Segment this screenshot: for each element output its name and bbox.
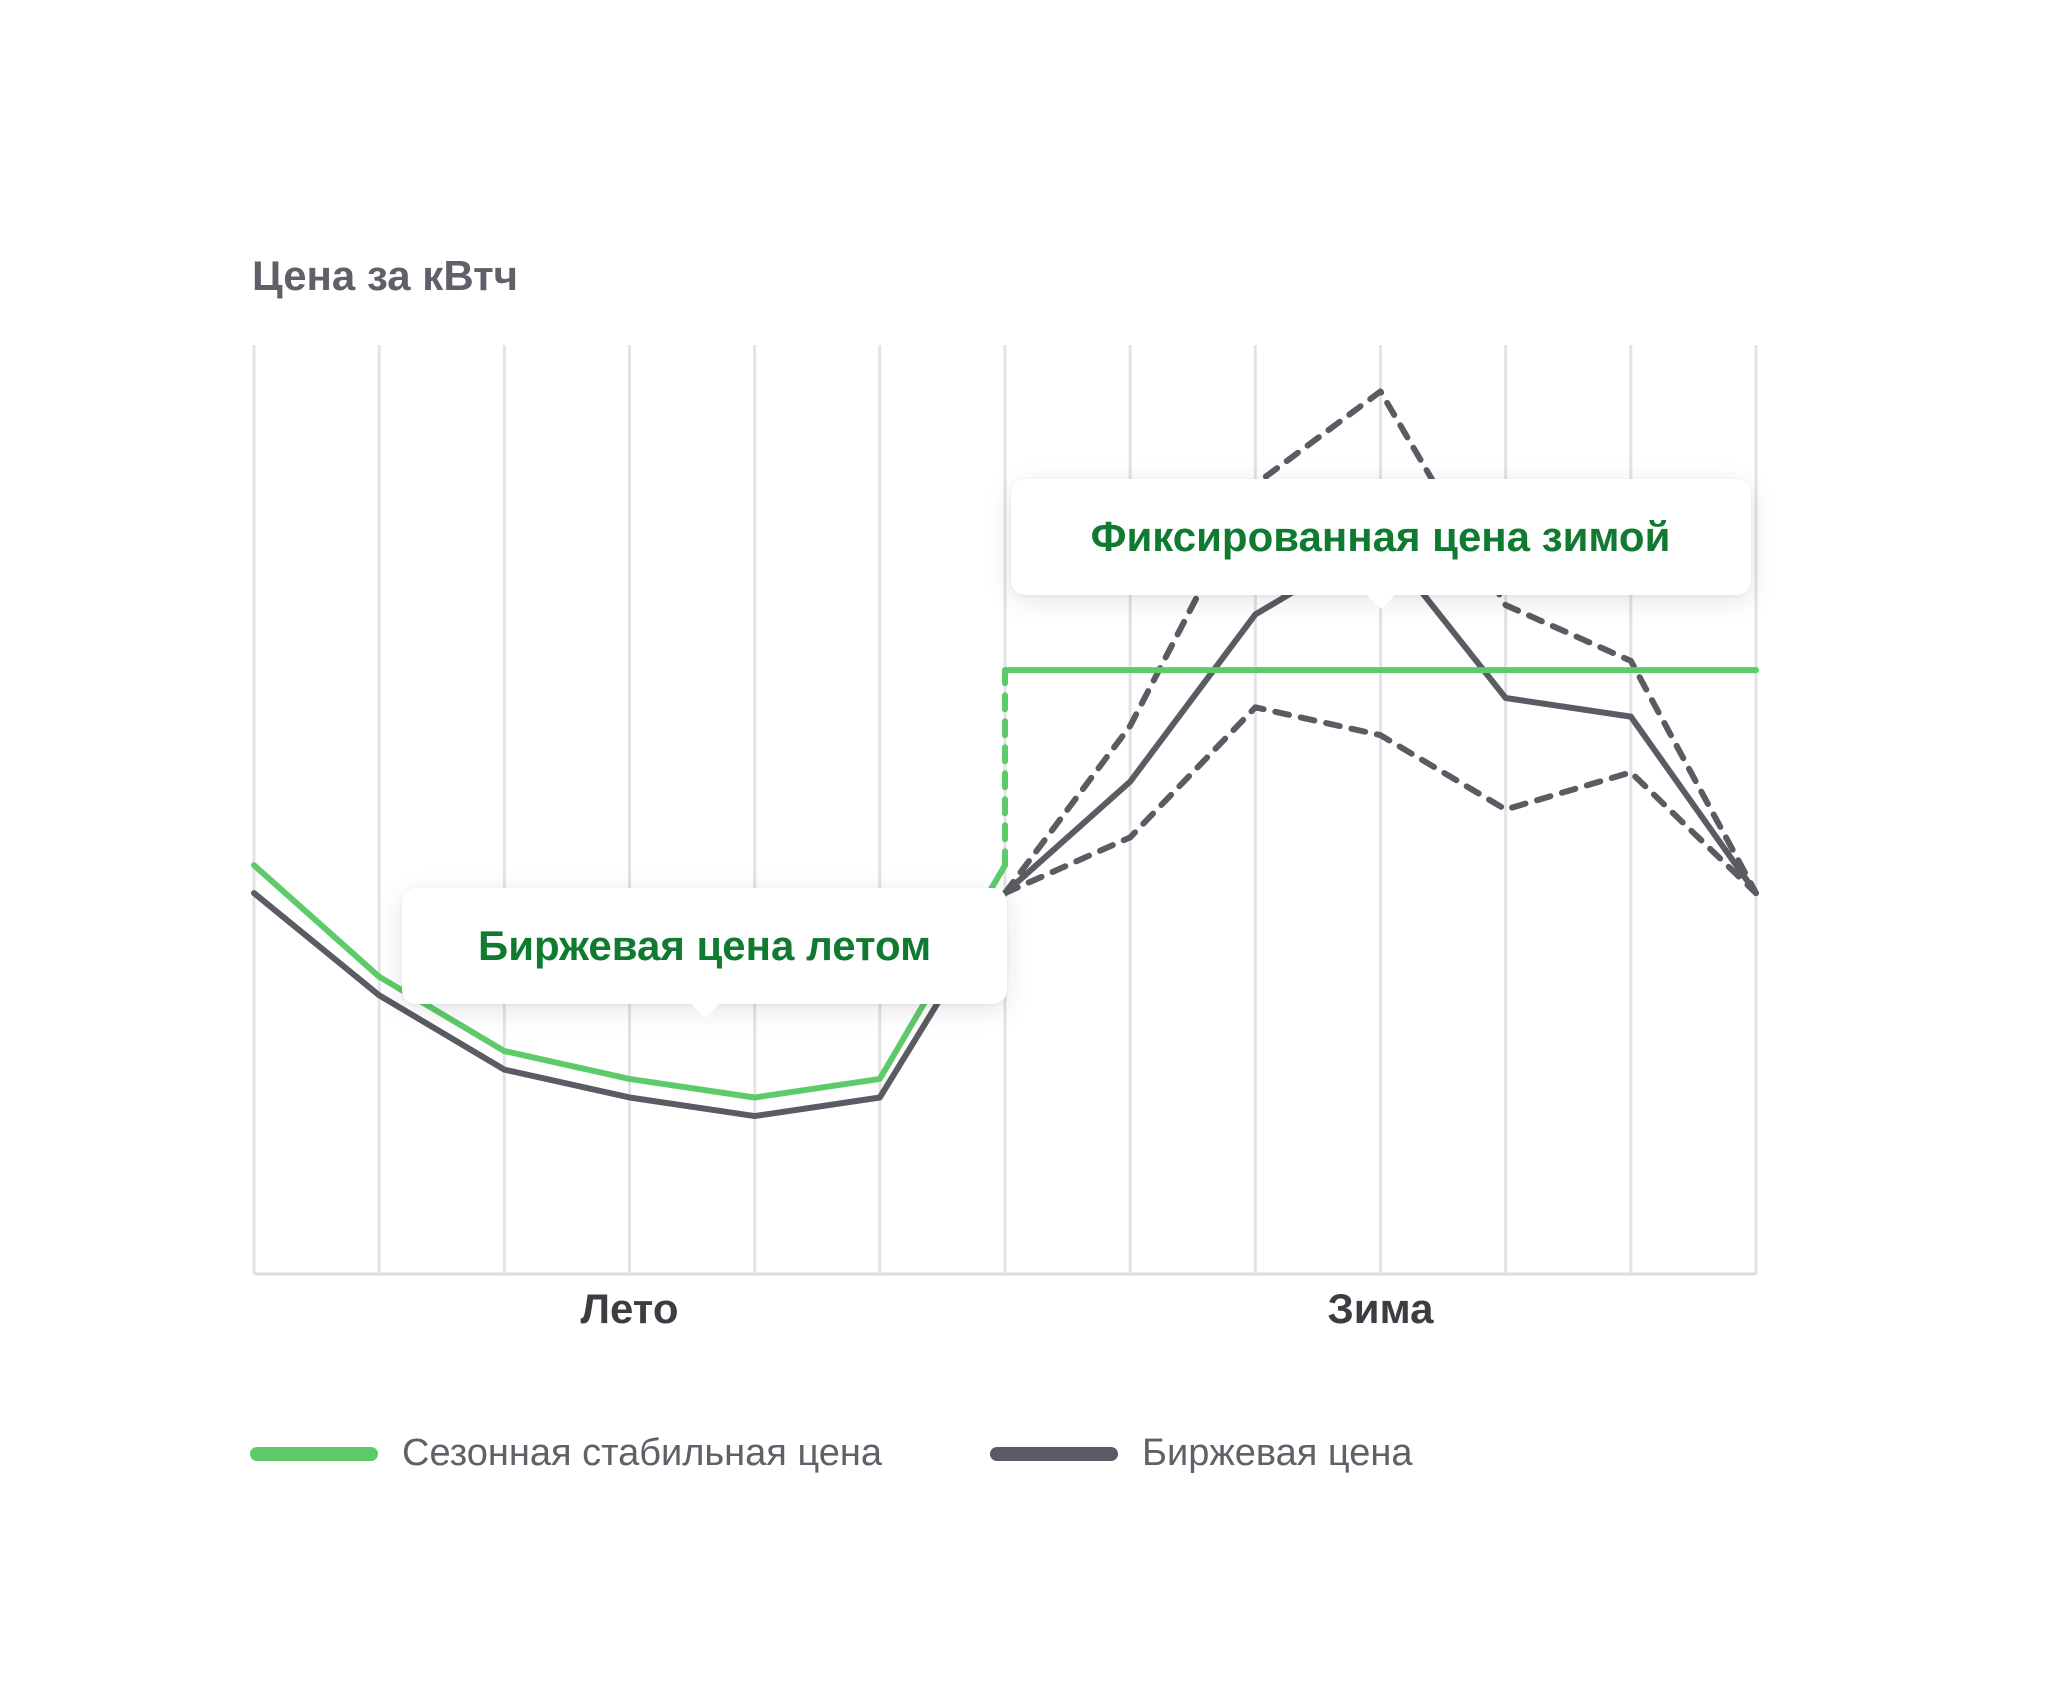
legend-swatch-exchange (990, 1446, 1119, 1461)
legend-label-seasonal: Сезонная стабильная цена (402, 1432, 883, 1474)
legend: Сезонная стабильная цена Биржевая цена (250, 1432, 1521, 1475)
annotation-winter-tooltip: Фиксированная цена зимой (1010, 479, 1751, 610)
x-category-label-summer: Лето (580, 1285, 679, 1332)
legend-label-exchange: Биржевая цена (1142, 1432, 1413, 1474)
tooltip-arrow (689, 1002, 720, 1018)
annotation-summer-text: Биржевая цена летом (478, 921, 932, 969)
legend-item-exchange: Биржевая цена (990, 1432, 1413, 1475)
legend-item-seasonal: Сезонная стабильная цена (250, 1432, 882, 1475)
annotation-summer-tooltip: Биржевая цена летом (402, 887, 1008, 1018)
series-line-0 (251, 862, 1008, 1101)
tooltip-arrow (1365, 594, 1396, 610)
x-category-label-winter: Зима (1327, 1285, 1434, 1332)
legend-swatch-seasonal (250, 1446, 378, 1461)
series-lines (251, 388, 1759, 1120)
annotation-winter-text: Фиксированная цена зимой (1090, 513, 1671, 561)
series-line-5-dashed (1002, 704, 1759, 897)
series-line-4-dashed (1002, 388, 1759, 897)
y-axis-label: Цена за кВтч (252, 252, 519, 299)
series-line-3 (251, 537, 1759, 1120)
